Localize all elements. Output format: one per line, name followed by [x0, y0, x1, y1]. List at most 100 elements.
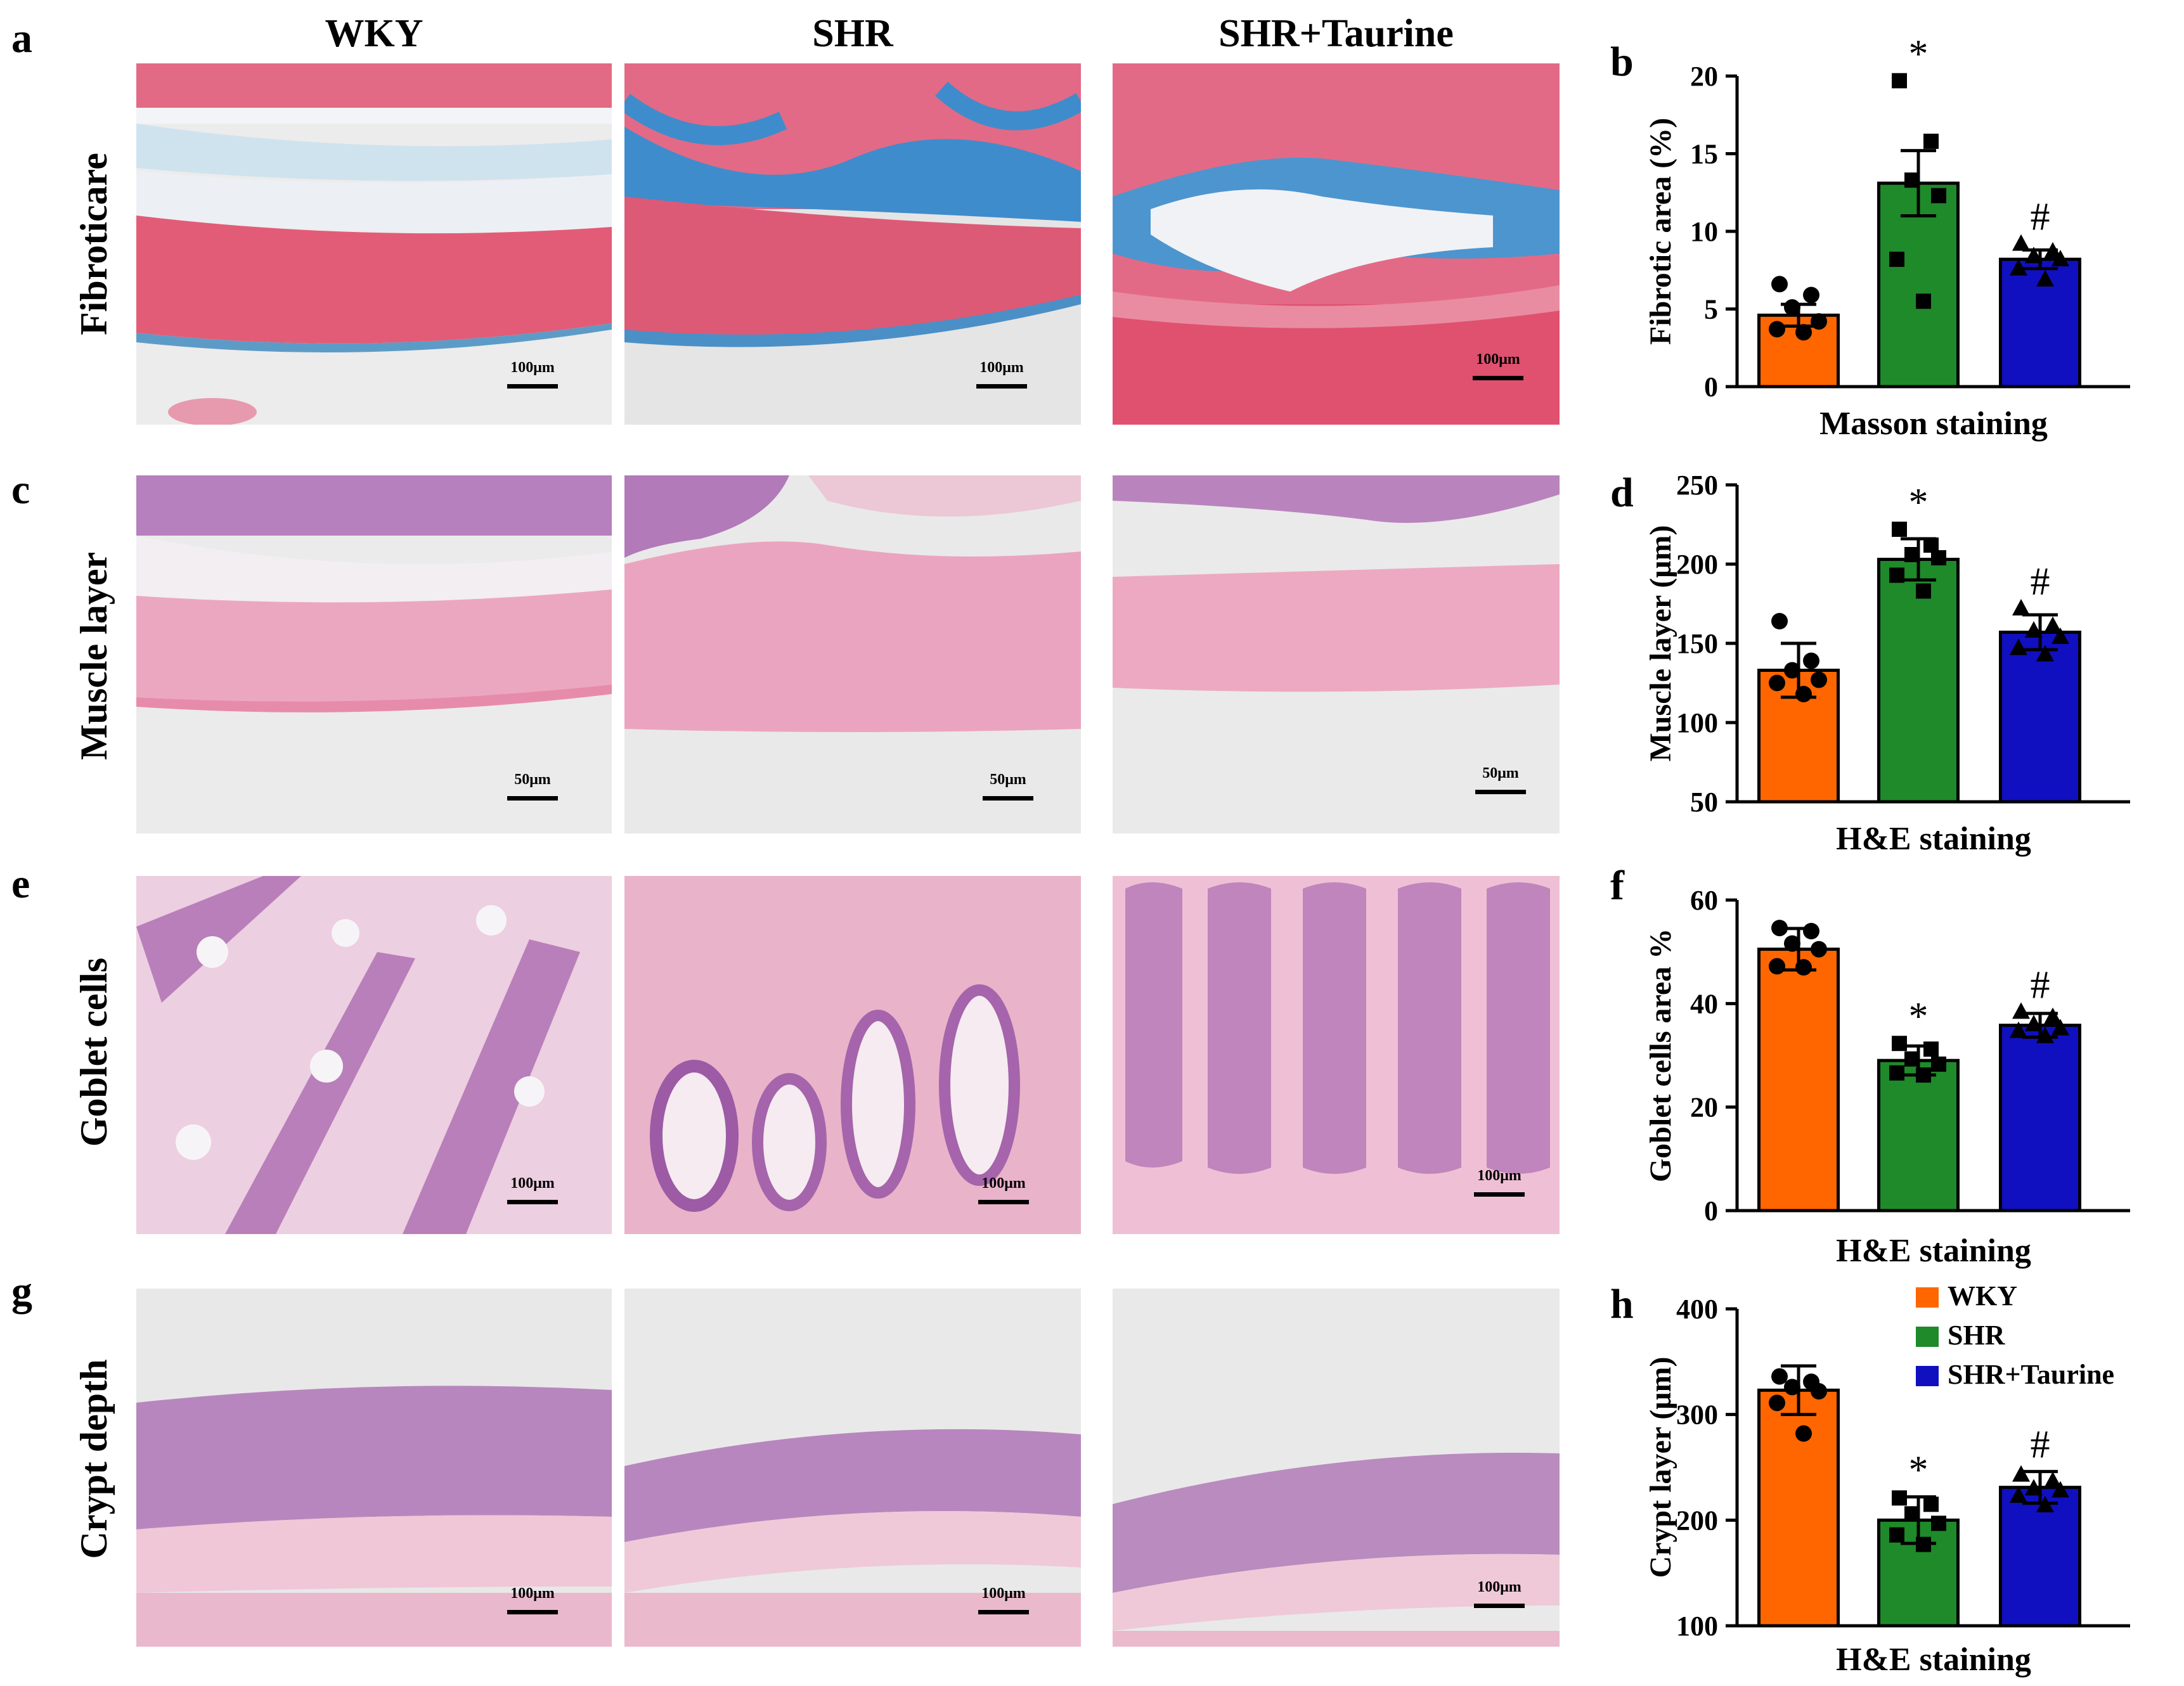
column-header-shr: SHR — [812, 12, 893, 55]
panel-letter-h: h — [1610, 1281, 1634, 1327]
bar-wky — [1757, 1388, 1840, 1628]
he-muscle-micrograph-shr-taurine — [1113, 475, 1560, 833]
y-tick-label: 300 — [1676, 1400, 1718, 1431]
bar-shr-taurine — [1999, 1024, 2081, 1213]
data-point — [2025, 621, 2043, 638]
scale-bar-label: 50μm — [990, 771, 1026, 788]
he-goblet-micrograph-shr-taurine — [1113, 876, 1560, 1234]
y-tick-label: 40 — [1690, 988, 1718, 1019]
significance-marker: * — [1909, 995, 1929, 1038]
row-label-crypt-depth: Crypt depth — [73, 1359, 115, 1559]
data-point — [1795, 686, 1812, 702]
scale-bar-muscle-shr: 50μm — [983, 772, 1033, 801]
data-point — [2052, 627, 2069, 644]
chart-muscle-layer: 50 100 150 200 250 Muscle layer (μm) H&E stain… — [1623, 463, 2168, 875]
significance-marker: # — [2031, 560, 2050, 603]
data-point — [2036, 269, 2054, 286]
data-point — [2044, 1471, 2062, 1488]
data-point — [1803, 923, 1819, 939]
scale-bar-label: 100μm — [510, 359, 555, 376]
panel-letter-f: f — [1610, 863, 1624, 909]
data-point — [1904, 1506, 1920, 1522]
column-header-wky: WKY — [325, 12, 423, 55]
data-point — [1904, 547, 1920, 562]
data-point — [1771, 613, 1788, 629]
data-point — [2012, 599, 2030, 615]
data-point — [1769, 1394, 1785, 1412]
bar-shr — [1877, 1059, 1960, 1213]
y-tick-label: 50 — [1690, 787, 1718, 818]
data-point — [1769, 958, 1785, 975]
masson-micrograph-wky — [136, 63, 612, 425]
column-header-shr-taurine: SHR+Taurine — [1218, 12, 1454, 55]
data-point — [1916, 583, 1931, 599]
significance-marker: # — [2031, 196, 2050, 239]
y-axis-label: Fibrotic area (%) — [1644, 118, 1677, 345]
data-point — [2052, 250, 2069, 267]
data-point — [2036, 1496, 2054, 1512]
significance-marker: * — [1909, 481, 1929, 524]
legend-label: SHR — [1948, 1320, 2006, 1351]
data-point — [2044, 1007, 2062, 1024]
y-tick-label: 400 — [1676, 1294, 1718, 1325]
scale-bar-label: 100μm — [1477, 1168, 1522, 1184]
x-axis-label: H&E staining — [1836, 821, 2031, 857]
he-muscle-micrograph-shr — [624, 475, 1081, 833]
y-tick-label: 60 — [1690, 885, 1718, 916]
scale-bar-label: 50μm — [1482, 765, 1519, 782]
scale-bar-goblet-shr: 100μm — [978, 1176, 1029, 1204]
y-tick-label: 100 — [1676, 707, 1718, 738]
data-point — [2012, 234, 2030, 251]
data-point — [2025, 247, 2043, 264]
data-point — [1771, 1368, 1788, 1385]
y-tick-label: 0 — [1704, 1195, 1718, 1226]
data-point — [2012, 1002, 2030, 1019]
data-point — [1811, 1383, 1827, 1400]
he-goblet-micrograph-shr — [624, 876, 1081, 1234]
masson-micrograph-shr — [624, 63, 1081, 425]
he-crypt-micrograph-shr — [624, 1289, 1081, 1647]
y-tick-label: 20 — [1690, 61, 1718, 92]
y-tick-label: 150 — [1676, 628, 1718, 659]
x-axis-label: Masson staining — [1819, 406, 2048, 442]
panel-letter-d: d — [1610, 470, 1634, 516]
y-tick-label: 5 — [1704, 294, 1718, 325]
data-point — [1803, 286, 1819, 304]
chart-goblet-cells: 0 20 40 60 Goblet cells area % H&E staining * # — [1623, 872, 2168, 1277]
scale-bar-crypt-wky: 100μm — [507, 1586, 558, 1614]
data-point — [1769, 674, 1785, 692]
data-point — [1931, 550, 1946, 565]
legend-label: SHR+Taurine — [1948, 1359, 2114, 1390]
he-goblet-micrograph-wky — [136, 876, 612, 1234]
data-point — [1889, 1065, 1904, 1081]
scale-bar-label: 100μm — [979, 359, 1024, 376]
chart-fibrotic-area: 0 5 10 15 20 Fibrotic area (%) Masson staining… — [1623, 32, 2168, 444]
data-point — [1892, 1036, 1907, 1052]
data-point — [2036, 645, 2054, 662]
scale-bar-goblet-wky: 100μm — [507, 1176, 558, 1204]
significance-marker: # — [2031, 1424, 2050, 1467]
data-point — [1811, 941, 1827, 958]
y-axis-label: Muscle layer (μm) — [1644, 525, 1677, 762]
data-point — [1916, 1536, 1931, 1552]
data-point — [1892, 1490, 1907, 1506]
data-point — [2025, 1479, 2043, 1496]
data-point — [2025, 1015, 2043, 1031]
scale-bar-masson-shr: 100μm — [976, 360, 1027, 389]
scale-bar-goblet-shr-taurine: 100μm — [1474, 1168, 1525, 1197]
row-label-goblet-cells: Goblet cells — [73, 957, 115, 1147]
data-point — [2010, 638, 2027, 655]
data-point — [1931, 1056, 1946, 1072]
data-point — [1811, 313, 1827, 330]
data-point — [2044, 616, 2062, 633]
chart-crypt-layer: 100 200 300 400 Crypt layer (μm) H&E staining… — [1623, 1280, 2181, 1686]
legend-swatch — [1916, 1327, 1939, 1347]
scale-bar-label: 100μm — [510, 1585, 555, 1602]
significance-marker: * — [1909, 32, 1929, 75]
data-point — [1795, 324, 1812, 341]
data-point — [1892, 73, 1907, 89]
bar-wky — [1757, 948, 1840, 1213]
x-axis-label: H&E staining — [1836, 1642, 2031, 1678]
y-tick-label: 0 — [1704, 371, 1718, 402]
y-axis-label: Goblet cells area % — [1644, 929, 1677, 1182]
